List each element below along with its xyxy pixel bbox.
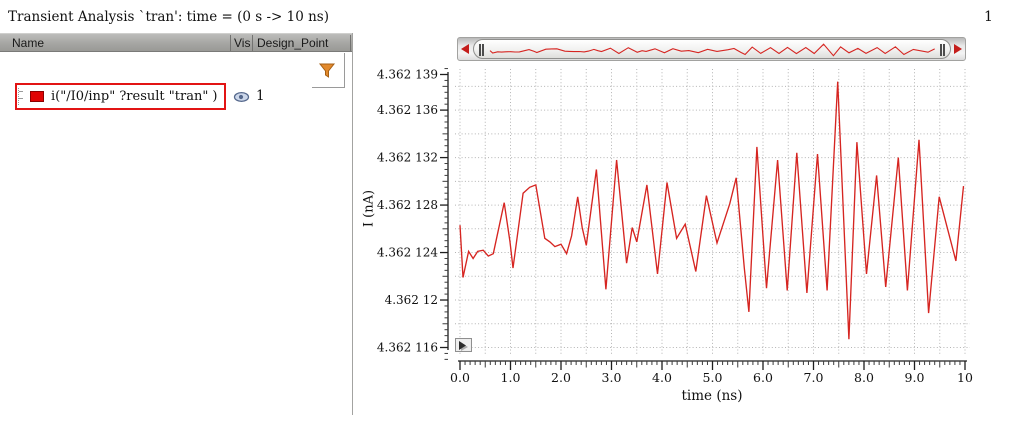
table-corner-line <box>344 53 345 88</box>
column-separator <box>350 35 351 51</box>
funnel-icon <box>318 63 336 78</box>
svg-text:5.0: 5.0 <box>703 370 723 385</box>
svg-text:8.0: 8.0 <box>854 370 874 385</box>
scrollbar-thumb[interactable] <box>473 39 951 59</box>
thumb-grip <box>940 44 942 56</box>
plot-corner-button[interactable] <box>455 338 472 352</box>
svg-text:4.362 136: 4.362 136 <box>377 103 438 117</box>
trace-row-selected[interactable]: i("/I0/inp" ?result "tran" ) <box>15 83 226 110</box>
column-header-vis[interactable]: Vis <box>234 36 251 50</box>
left-arrow-icon[interactable] <box>461 44 469 54</box>
panel-splitter[interactable] <box>352 33 353 415</box>
svg-text:3.0: 3.0 <box>602 370 622 385</box>
visibility-toggle[interactable] <box>233 90 250 103</box>
svg-text:0.0: 0.0 <box>450 370 470 385</box>
svg-text:1.0: 1.0 <box>501 370 521 385</box>
svg-text:10: 10 <box>957 370 973 385</box>
svg-text:7.0: 7.0 <box>804 370 824 385</box>
thumb-grip <box>482 44 484 56</box>
overview-waveform <box>489 43 935 57</box>
svg-text:6.0: 6.0 <box>753 370 773 385</box>
play-triangle-icon <box>459 341 468 351</box>
design-point-filter-button[interactable] <box>318 62 336 80</box>
right-arrow-icon[interactable] <box>954 44 962 54</box>
tree-branch-stub <box>18 88 26 105</box>
trace-swatch <box>30 91 44 102</box>
thumb-grip <box>479 44 481 56</box>
svg-text:4.362 132: 4.362 132 <box>377 151 438 165</box>
thumb-grip <box>943 44 945 56</box>
table-corner-line <box>312 87 345 88</box>
design-point-value: 1 <box>256 88 265 104</box>
svg-text:2.0: 2.0 <box>551 370 571 385</box>
column-header-design-point[interactable]: Design_Point <box>257 36 329 50</box>
analysis-title: Transient Analysis `tran': time = (0 s -… <box>8 9 329 25</box>
svg-text:4.362 139: 4.362 139 <box>377 67 438 81</box>
y-axis-label: I (nA) <box>361 189 377 228</box>
waveform-plot-canvas[interactable]: 0.0 1.0 2.0 3.0 4.0 5.0 6.0 7.0 8.0 9.0 10 4.362 13… <box>360 60 1013 410</box>
svg-text:4.362 124: 4.362 124 <box>377 246 438 260</box>
svg-text:4.362 116: 4.362 116 <box>377 341 438 355</box>
column-separator <box>252 35 253 51</box>
svg-text:9.0: 9.0 <box>905 370 925 385</box>
svg-text:4.362 12: 4.362 12 <box>385 293 438 307</box>
trace-name: i("/I0/inp" ?result "tran" ) <box>51 89 218 104</box>
column-separator <box>230 35 231 51</box>
column-header-name[interactable]: Name <box>12 36 45 50</box>
svg-text:4.0: 4.0 <box>652 370 672 385</box>
svg-text:4.362 128: 4.362 128 <box>377 198 438 212</box>
eye-icon <box>233 91 250 103</box>
trace-table-header: Name Vis Design_Point <box>0 33 353 52</box>
overview-scrollbar <box>457 37 966 61</box>
x-axis-label: time (ns) <box>681 388 743 404</box>
page-number: 1 <box>984 9 993 25</box>
